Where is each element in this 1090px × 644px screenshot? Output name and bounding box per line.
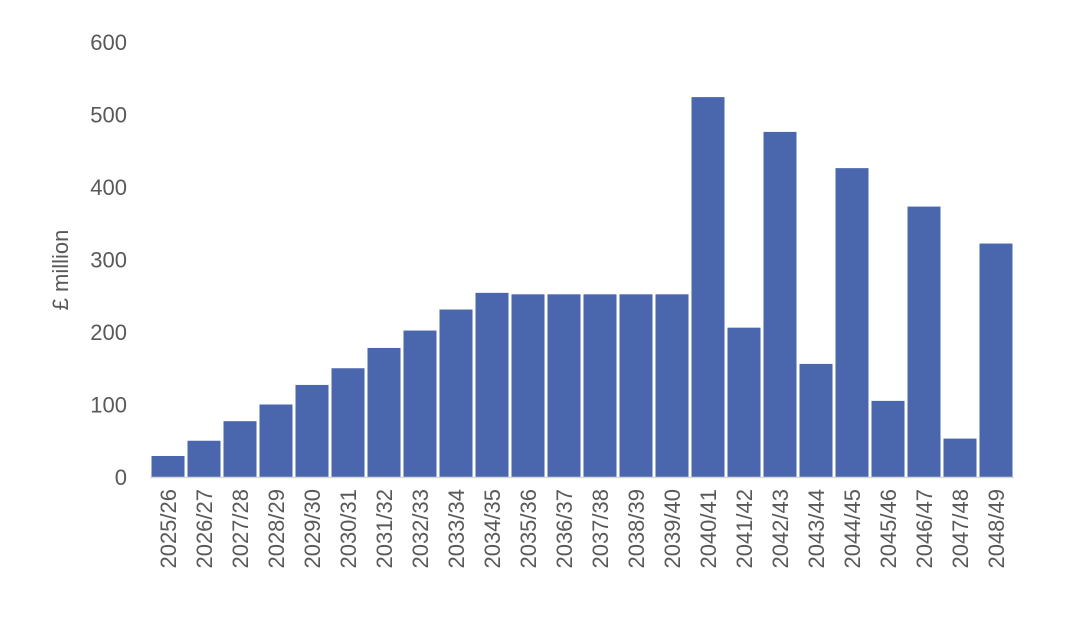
x-tick-label: 2037/38 (588, 489, 613, 569)
x-tick-label: 2043/44 (804, 489, 829, 569)
bar (763, 131, 797, 477)
x-tick-label: 2045/46 (876, 489, 901, 569)
x-axis-ticks: 2025/26 2026/27 2027/28 2028/29 2029/30 2030/… (156, 489, 1009, 569)
bar (619, 294, 653, 477)
y-tick-label: 100 (90, 393, 127, 418)
x-tick-label: 2027/28 (228, 489, 253, 569)
x-tick-label: 2039/40 (660, 489, 685, 569)
x-tick-label: 2032/33 (408, 489, 433, 569)
bar (439, 309, 473, 477)
x-tick-label: 2042/43 (768, 489, 793, 569)
y-axis-ticks: 0 100 200 300 400 500 600 (90, 30, 127, 490)
bar (511, 294, 545, 477)
x-tick-label: 2026/27 (192, 489, 217, 569)
bar (583, 294, 617, 477)
bar (943, 438, 977, 477)
x-tick-label: 2036/37 (552, 489, 577, 569)
bar (979, 243, 1013, 477)
bar (259, 404, 293, 477)
x-tick-label: 2046/47 (912, 489, 937, 569)
y-tick-label: 600 (90, 30, 127, 55)
bar (907, 206, 941, 477)
y-tick-label: 0 (115, 465, 127, 490)
bar (223, 421, 257, 477)
y-axis-title: £ million (48, 230, 73, 311)
bar (655, 294, 689, 477)
bar (475, 292, 509, 477)
x-tick-label: 2040/41 (696, 489, 721, 569)
x-tick-label: 2044/45 (840, 489, 865, 569)
bar (799, 363, 833, 477)
x-tick-label: 2048/49 (984, 489, 1009, 569)
x-tick-label: 2028/29 (264, 489, 289, 569)
bar (871, 400, 905, 477)
x-tick-label: 2034/35 (480, 489, 505, 569)
bar (547, 294, 581, 477)
x-tick-label: 2033/34 (444, 489, 469, 569)
x-tick-label: 2031/32 (372, 489, 397, 569)
y-tick-label: 500 (90, 103, 127, 128)
x-tick-label: 2030/31 (336, 489, 361, 569)
bar (727, 327, 761, 477)
bar (403, 330, 437, 477)
x-tick-label: 2025/26 (156, 489, 181, 569)
bar (187, 440, 221, 477)
bar (835, 168, 869, 477)
bar (295, 384, 329, 477)
x-tick-label: 2041/42 (732, 489, 757, 569)
bar (331, 368, 365, 477)
x-tick-label: 2038/39 (624, 489, 649, 569)
bars (151, 97, 1013, 477)
bar (367, 347, 401, 477)
y-tick-label: 300 (90, 248, 127, 273)
x-tick-label: 2035/36 (516, 489, 541, 569)
y-tick-label: 200 (90, 320, 127, 345)
y-tick-label: 400 (90, 175, 127, 200)
bar (151, 455, 185, 477)
x-tick-label: 2029/30 (300, 489, 325, 569)
bar (691, 97, 725, 477)
x-tick-label: 2047/48 (948, 489, 973, 569)
